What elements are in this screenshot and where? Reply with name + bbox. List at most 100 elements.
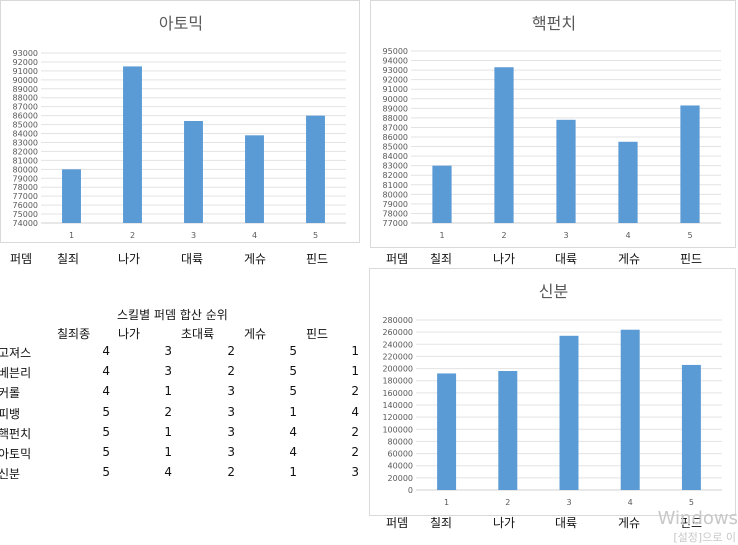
bar <box>556 119 576 223</box>
bar <box>559 335 579 490</box>
rank-cell: 3 <box>227 404 235 419</box>
bar <box>681 364 701 490</box>
y-tick-label: 92000 <box>383 76 408 85</box>
bar <box>62 169 81 223</box>
rank-cell: 3 <box>227 445 235 459</box>
x-tick-label: 1 <box>69 231 74 240</box>
rank-cell: 5 <box>102 445 110 459</box>
x-tick-label: 3 <box>191 231 196 240</box>
watermark-subtitle: [설정]으로 이 <box>673 531 736 544</box>
y-tick-label: 86000 <box>383 133 408 142</box>
y-tick-label: 82000 <box>13 147 38 156</box>
rank-cell: 5 <box>102 465 110 480</box>
y-tick-label: 89000 <box>383 104 408 113</box>
y-tick-label: 85000 <box>383 143 408 152</box>
y-tick-label: 83000 <box>13 138 38 147</box>
rank-cell: 4 <box>164 465 172 480</box>
chart-title: 핵펀치 <box>532 14 576 33</box>
y-tick-label: 83000 <box>383 162 408 171</box>
bar <box>184 121 203 223</box>
category-label: 핀드 <box>680 252 703 266</box>
y-tick-label: 88000 <box>383 114 408 123</box>
y-tick-label: 85000 <box>13 121 38 130</box>
category-label: 핀드 <box>680 516 703 530</box>
watermark-title: Windows <box>657 508 738 529</box>
y-tick-label: 200000 <box>382 365 413 374</box>
category-label: 나가 <box>493 252 516 266</box>
rank-cell: 2 <box>227 344 235 358</box>
x-tick-label: 2 <box>505 498 510 507</box>
y-tick-label: 80000 <box>388 437 413 446</box>
rank-cell: 1 <box>289 404 297 419</box>
bar <box>437 373 457 490</box>
rank-cell: 3 <box>227 424 235 439</box>
bar <box>123 66 142 223</box>
y-tick-label: 160000 <box>382 389 413 398</box>
y-tick-label: 78000 <box>383 209 408 218</box>
y-tick-label: 240000 <box>382 340 413 349</box>
x-tick-label: 2 <box>130 231 135 240</box>
x-tick-label: 3 <box>566 498 571 507</box>
y-tick-label: 78000 <box>13 183 38 192</box>
x-tick-label: 5 <box>689 498 694 507</box>
rank-cell: 3 <box>227 384 235 399</box>
rank-cell: 5 <box>289 384 297 399</box>
x-tick-label: 1 <box>439 231 444 240</box>
rank-cell: 3 <box>351 465 359 480</box>
rank-cell: 1 <box>164 384 172 399</box>
y-tick-label: 260000 <box>382 328 413 337</box>
y-tick-label: 87000 <box>383 123 408 132</box>
y-tick-label: 20000 <box>388 474 413 483</box>
bar <box>498 371 518 490</box>
y-tick-label: 60000 <box>388 450 413 459</box>
x-tick-label: 3 <box>563 231 568 240</box>
y-tick-label: 92000 <box>13 58 38 67</box>
category-label: 칠죄 <box>57 252 80 266</box>
y-tick-label: 220000 <box>382 352 413 361</box>
rank-cell: 2 <box>351 424 359 439</box>
y-tick-label: 84000 <box>13 130 38 139</box>
y-tick-label: 87000 <box>13 103 38 112</box>
y-tick-label: 80000 <box>13 165 38 174</box>
category-label: 퍼뎀 <box>386 516 409 530</box>
rank-cell: 3 <box>164 344 172 358</box>
rank-cell: 2 <box>351 445 359 459</box>
bar <box>618 141 638 223</box>
bar <box>306 115 325 223</box>
chart-atomic: 아토믹 74000 75000 76000 77000 78000 79000 80000 81… <box>0 0 360 243</box>
y-tick-label: 74000 <box>13 219 38 228</box>
table-title: 스킬별 퍼뎀 합산 순위 <box>117 308 228 322</box>
row-label: 아토믹 <box>0 447 32 461</box>
rank-cell: 1 <box>164 445 172 459</box>
y-tick-label: 90000 <box>13 76 38 85</box>
y-tick-label: 91000 <box>383 85 408 94</box>
y-tick-label: 88000 <box>13 94 38 103</box>
chart-nuke-punch: 핵펀치 77000 78000 79000 80000 81000 82000 83000 84… <box>370 0 736 248</box>
x-tick-label: 5 <box>313 231 318 240</box>
y-tick-label: 40000 <box>388 462 413 471</box>
y-tick-label: 94000 <box>383 57 408 66</box>
category-label: 게슈 <box>618 252 641 266</box>
rank-cell: 5 <box>102 424 110 439</box>
y-tick-label: 95000 <box>383 47 408 56</box>
y-tick-label: 93000 <box>383 66 408 75</box>
x-tick-label: 5 <box>687 231 692 240</box>
x-tick-label: 4 <box>628 498 633 507</box>
chart-title: 신분 <box>539 282 568 301</box>
category-label: 퍼뎀 <box>10 252 33 266</box>
row-label: 커롤 <box>0 386 21 401</box>
rank-cell: 2 <box>227 364 235 379</box>
y-tick-label: 76000 <box>13 201 38 210</box>
rank-cell: 4 <box>351 404 359 419</box>
row-label: 신분 <box>0 467 21 482</box>
x-tick-label: 2 <box>501 231 506 240</box>
y-tick-label: 90000 <box>383 95 408 104</box>
y-tick-label: 93000 <box>13 49 38 58</box>
bar <box>620 329 640 490</box>
category-label: 대륙 <box>181 252 204 266</box>
category-label: 게슈 <box>618 516 641 530</box>
category-label: 칠죄 <box>430 516 453 530</box>
table-header: 초대륙 <box>181 327 215 341</box>
rank-cell: 4 <box>289 445 297 459</box>
y-tick-label: 75000 <box>13 210 38 219</box>
